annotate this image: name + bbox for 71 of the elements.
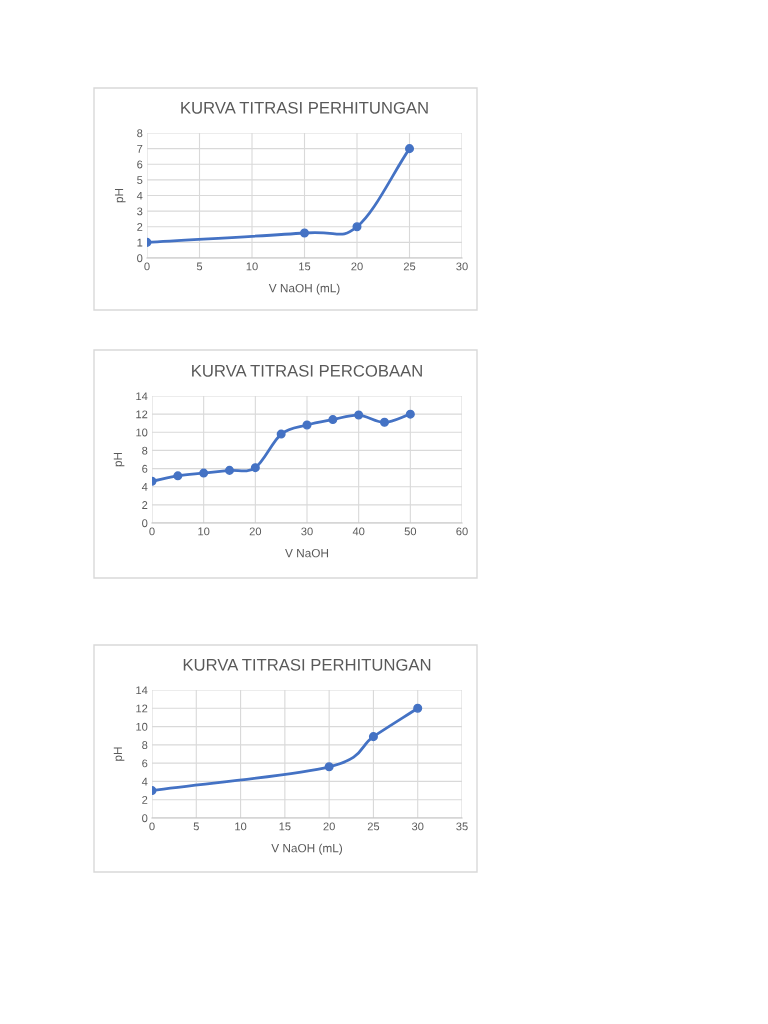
x-tick-label: 30 [301, 527, 313, 536]
x-tick-label: 10 [246, 262, 258, 271]
y-tick-label: 4 [141, 483, 148, 491]
x-tick-label: 25 [367, 822, 380, 831]
point [224, 465, 235, 475]
x-axis-title: V NaOH (mL) [271, 843, 343, 855]
x-tick-label: 35 [456, 822, 468, 831]
y-tick-label: 8 [137, 129, 143, 138]
y-tick-label: 5 [137, 176, 143, 185]
x-tick-label: 60 [456, 527, 468, 536]
x-tick-label: 20 [323, 822, 335, 831]
y-tick-label: 0 [137, 254, 143, 263]
y-tick-label: 12 [136, 410, 148, 419]
y-tick-label: 10 [136, 428, 148, 437]
point [405, 409, 415, 419]
y-tick-label: 0 [142, 814, 148, 823]
point [368, 732, 378, 742]
point [352, 222, 362, 232]
y-tick-label: 14 [136, 392, 148, 401]
point [328, 415, 338, 425]
x-tick-label: 30 [456, 262, 468, 271]
point [299, 228, 310, 238]
x-tick-label: 5 [196, 262, 203, 271]
point [324, 762, 334, 772]
chart-title: KURVA TITRASI PERHITUNGAN [183, 658, 431, 671]
y-tick-label: 2 [137, 223, 143, 231]
x-tick-label: 25 [403, 262, 416, 271]
point [413, 703, 423, 713]
point [199, 468, 209, 478]
y-tick-label: 3 [137, 207, 143, 216]
x-tick-label: 0 [149, 822, 155, 831]
y-tick-label: 6 [142, 759, 148, 768]
y-axis-title: pH [113, 452, 125, 467]
y-tick-label: 2 [142, 501, 148, 509]
y-axis-title: pH [114, 188, 126, 203]
y-tick-label: 4 [141, 777, 148, 786]
y-tick-label: 14 [136, 686, 148, 695]
point [173, 471, 183, 481]
x-axis-title: V NaOH [285, 548, 329, 558]
y-tick-label: 6 [142, 464, 148, 473]
point [250, 463, 260, 473]
chart-title: KURVA TITRASI PERCOBAAN [192, 364, 422, 377]
x-tick-label: 40 [352, 527, 365, 536]
x-tick-label: 15 [299, 262, 311, 271]
y-tick-label: 8 [142, 741, 148, 749]
y-tick-label: 1 [137, 238, 143, 247]
y-tick-label: 10 [136, 722, 148, 731]
x-tick-label: 15 [279, 822, 291, 831]
x-tick-label: 10 [235, 822, 247, 831]
y-tick-label: 0 [142, 519, 148, 528]
y-tick-label: 12 [136, 704, 148, 713]
y-tick-label: 2 [142, 795, 148, 804]
point [276, 429, 286, 439]
point [354, 410, 364, 420]
point [404, 144, 415, 154]
x-tick-label: 30 [411, 822, 424, 831]
x-tick-label: 50 [404, 527, 417, 536]
x-tick-label: 20 [351, 262, 363, 271]
y-tick-label: 6 [137, 160, 143, 169]
x-tick-label: 10 [198, 527, 210, 536]
x-tick-label: 20 [249, 527, 262, 536]
point [302, 420, 312, 430]
x-axis-title: V NaOH (mL) [268, 283, 340, 295]
x-tick-label: 0 [149, 527, 155, 536]
y-axis-title: pH [113, 747, 125, 761]
x-tick-label: 5 [193, 822, 199, 831]
point [379, 417, 390, 427]
y-tick-label: 4 [136, 191, 143, 200]
chart-title: KURVA TITRASI PERHITUNGAN [181, 101, 428, 114]
y-tick-label: 8 [142, 446, 148, 455]
y-tick-label: 7 [137, 145, 143, 153]
